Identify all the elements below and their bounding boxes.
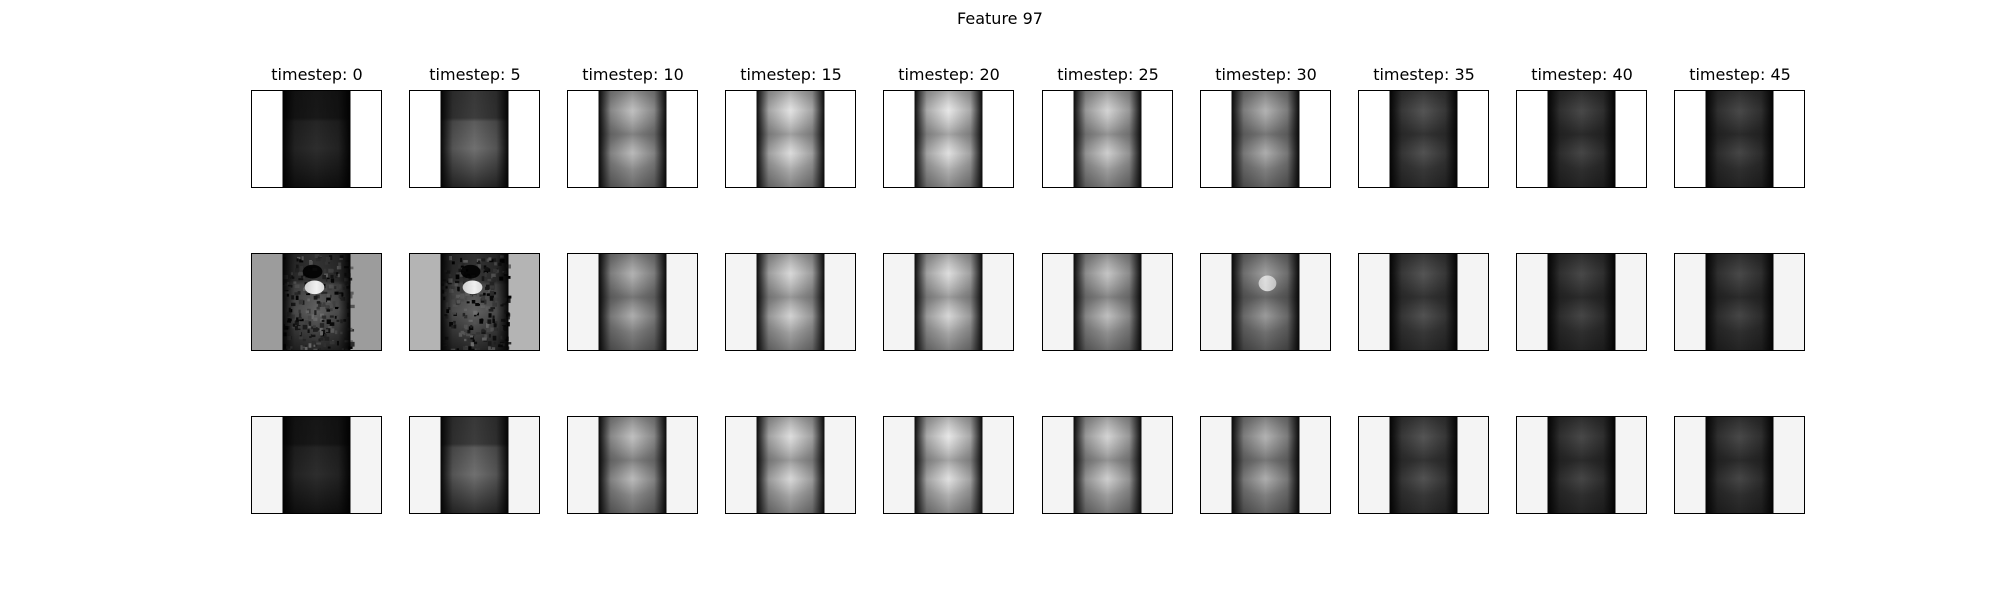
- image-panel-row2: [409, 253, 540, 351]
- column-title: timestep: 45: [1689, 65, 1791, 84]
- image-panel-row3: [1042, 416, 1173, 514]
- image-panel-row3: [567, 416, 698, 514]
- image-panel-row3: [1516, 416, 1647, 514]
- image-panel-row2: [1042, 253, 1173, 351]
- column-title: timestep: 10: [582, 65, 684, 84]
- image-panel-row3: [1674, 416, 1805, 514]
- image-panel-row3: [251, 416, 382, 514]
- column-title: timestep: 5: [429, 65, 521, 84]
- column-title: timestep: 0: [271, 65, 363, 84]
- image-panel-row1: [567, 90, 698, 188]
- image-panel-row1: [1200, 90, 1331, 188]
- image-panel-row3: [409, 416, 540, 514]
- image-panel-row2: [725, 253, 856, 351]
- image-panel-row2: [1516, 253, 1647, 351]
- column-title: timestep: 35: [1373, 65, 1475, 84]
- column-title: timestep: 25: [1057, 65, 1159, 84]
- column-title: timestep: 30: [1215, 65, 1317, 84]
- column-title: timestep: 15: [740, 65, 842, 84]
- image-panel-row1: [1516, 90, 1647, 188]
- image-panel-row3: [1358, 416, 1489, 514]
- image-panel-row3: [725, 416, 856, 514]
- image-panel-row1: [1358, 90, 1489, 188]
- image-panel-row2: [1200, 253, 1331, 351]
- column-title: timestep: 40: [1531, 65, 1633, 84]
- image-panel-row1: [251, 90, 382, 188]
- column-title: timestep: 20: [898, 65, 1000, 84]
- figure-title: Feature 97: [957, 9, 1043, 28]
- image-panel-row2: [1674, 253, 1805, 351]
- image-panel-row2: [251, 253, 382, 351]
- image-panel-row1: [883, 90, 1014, 188]
- image-panel-row2: [1358, 253, 1489, 351]
- image-panel-row3: [1200, 416, 1331, 514]
- image-panel-row2: [883, 253, 1014, 351]
- image-panel-row3: [883, 416, 1014, 514]
- image-panel-row1: [1042, 90, 1173, 188]
- image-panel-row1: [725, 90, 856, 188]
- image-panel-row1: [409, 90, 540, 188]
- image-panel-row2: [567, 253, 698, 351]
- image-panel-row1: [1674, 90, 1805, 188]
